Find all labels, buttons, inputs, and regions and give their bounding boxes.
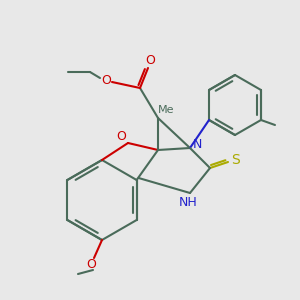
Text: O: O	[145, 53, 155, 67]
Text: Me: Me	[158, 105, 174, 115]
Text: NH: NH	[178, 196, 197, 209]
Text: S: S	[231, 153, 239, 167]
Text: O: O	[101, 74, 111, 86]
Text: O: O	[116, 130, 126, 142]
Text: N: N	[192, 139, 202, 152]
Text: O: O	[86, 257, 96, 271]
